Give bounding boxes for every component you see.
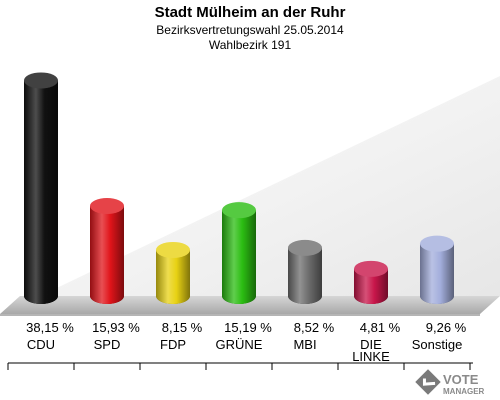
checkmark-logo-icon	[415, 369, 441, 395]
category-label: LINKE	[352, 349, 390, 364]
bar-bottom-cap	[420, 288, 454, 304]
bar-spd	[90, 197, 124, 304]
floor-edge	[0, 314, 480, 316]
bar-cdu	[24, 72, 58, 304]
logo-text-vote: VOTE	[443, 372, 479, 387]
bar-gr-ne	[222, 202, 256, 304]
category-label: GRÜNE	[216, 337, 263, 352]
chart-backdrop	[40, 76, 500, 296]
bar-top-cap	[420, 235, 454, 252]
bar-body	[222, 210, 256, 296]
category-label: DIE	[360, 337, 382, 352]
bar-sonstige	[420, 235, 454, 304]
votemanager-logo: VOTE MANAGER	[415, 369, 485, 396]
bar-die-linke	[354, 260, 388, 304]
bar-top-cap	[222, 202, 256, 219]
value-label: 38,15 %	[26, 320, 74, 335]
bar-top-cap	[24, 72, 58, 89]
bar-top-cap	[156, 241, 190, 258]
x-axis-ticks	[7, 363, 471, 370]
bars-group	[24, 72, 454, 304]
bar-fdp	[156, 241, 190, 304]
logo-text-manager: MANAGER	[443, 387, 485, 396]
category-label: FDP	[160, 337, 186, 352]
category-label: CDU	[27, 337, 55, 352]
bar-bottom-cap	[288, 288, 322, 304]
bar-body	[24, 80, 58, 296]
bar-body	[90, 205, 124, 296]
category-label: SPD	[94, 337, 121, 352]
value-label: 8,15 %	[162, 320, 203, 335]
bar-top-cap	[90, 197, 124, 214]
value-labels-group: 38,15 % 15,93 % 8,15 % 15,19 % 8,52 % 4,81 % 9…	[26, 320, 467, 335]
value-label: 15,93 %	[92, 320, 140, 335]
chart-subtitle: Bezirksvertretungswahl 25.05.2014	[156, 23, 344, 37]
value-label: 8,52 %	[294, 320, 335, 335]
value-label: 15,19 %	[224, 320, 272, 335]
bar-body	[288, 247, 322, 296]
bar-bottom-cap	[90, 288, 124, 304]
bar-mbi	[288, 239, 322, 304]
category-label: Sonstige	[412, 337, 463, 352]
value-label: 9,26 %	[426, 320, 467, 335]
bar-bottom-cap	[354, 288, 388, 304]
bar-bottom-cap	[156, 288, 190, 304]
value-label: 4,81 %	[360, 320, 401, 335]
bar-bottom-cap	[222, 288, 256, 304]
category-label: MBI	[293, 337, 316, 352]
bar-bottom-cap	[24, 288, 58, 304]
chart-subtitle-2: Wahlbezirk 191	[209, 38, 292, 52]
chart-title: Stadt Mülheim an der Ruhr	[155, 4, 346, 21]
bar-top-cap	[354, 260, 388, 277]
bar-top-cap	[288, 239, 322, 256]
bar-body	[420, 243, 454, 296]
